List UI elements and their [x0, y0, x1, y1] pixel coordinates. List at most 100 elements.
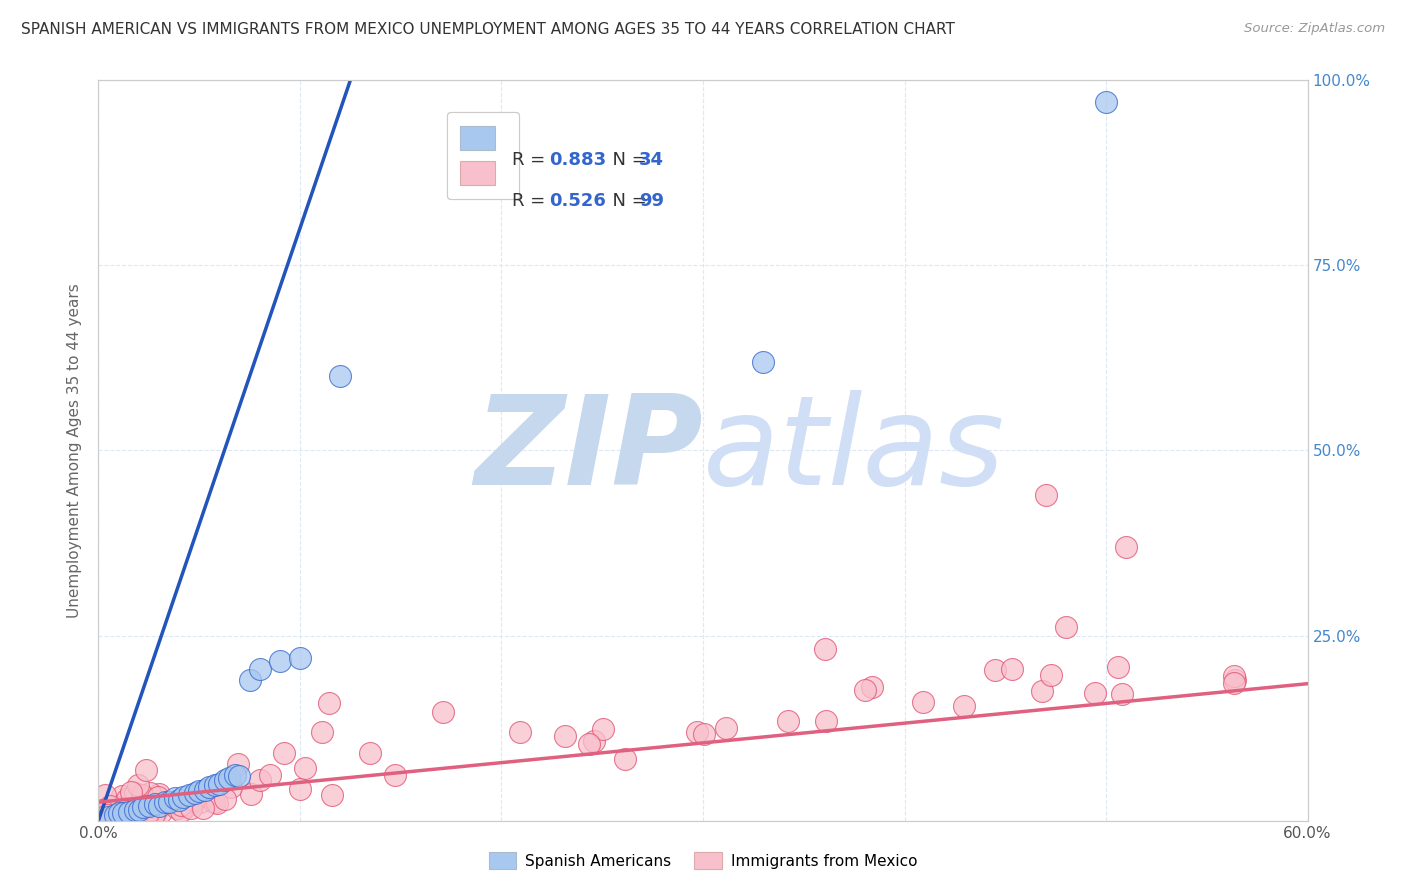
Text: 99: 99: [638, 193, 664, 211]
Point: [115, 791, 138, 805]
Point: [94, 812, 117, 826]
Point: [288, 782, 311, 797]
Point: [188, 784, 211, 798]
Point: [1223, 669, 1246, 683]
Point: [146, 790, 169, 805]
Point: [269, 655, 291, 669]
Point: [97, 812, 120, 826]
Point: [105, 799, 128, 814]
Text: ZIP: ZIP: [474, 390, 703, 511]
Point: [138, 798, 160, 813]
Point: [176, 799, 198, 814]
Point: [288, 650, 311, 665]
Point: [167, 793, 190, 807]
Point: [153, 795, 176, 809]
Point: [204, 778, 226, 792]
Point: [129, 800, 152, 814]
Point: [131, 789, 153, 803]
Point: [359, 747, 381, 761]
Point: [198, 780, 221, 795]
Point: [91, 803, 114, 817]
Point: [214, 791, 236, 805]
Point: [321, 788, 343, 802]
Point: [96, 807, 118, 822]
Point: [97, 810, 120, 824]
Point: [149, 805, 172, 819]
Point: [224, 768, 246, 782]
Text: N =: N =: [600, 193, 652, 211]
Point: [1056, 620, 1078, 634]
Point: [208, 776, 231, 791]
Point: [100, 806, 122, 821]
Point: [1035, 488, 1057, 502]
Point: [1095, 95, 1118, 110]
Point: [124, 786, 146, 800]
Point: [1001, 662, 1024, 676]
Point: [384, 768, 406, 782]
Point: [714, 722, 737, 736]
Point: [169, 798, 191, 813]
Point: [1031, 684, 1053, 698]
Point: [329, 369, 352, 384]
Point: [97, 813, 120, 827]
Point: [98, 799, 121, 814]
Point: [578, 737, 600, 751]
Text: 0.526: 0.526: [548, 193, 606, 211]
Point: [125, 801, 148, 815]
Point: [311, 725, 333, 739]
Point: [118, 805, 141, 819]
Point: [128, 803, 150, 817]
Point: [1039, 668, 1062, 682]
Point: [194, 782, 217, 797]
Point: [912, 695, 935, 709]
Point: [120, 785, 142, 799]
Point: [122, 805, 145, 820]
Point: [143, 797, 166, 812]
Point: [132, 800, 155, 814]
Point: [91, 806, 114, 821]
Point: [135, 763, 157, 777]
Point: [149, 799, 172, 814]
Point: [219, 780, 242, 795]
Point: [112, 808, 135, 822]
Point: [148, 798, 170, 813]
Point: [984, 663, 1007, 677]
Point: [179, 788, 201, 802]
Point: [91, 812, 114, 826]
Point: [554, 730, 576, 744]
Point: [184, 785, 207, 799]
Point: [202, 795, 225, 809]
Point: [91, 810, 114, 824]
Point: [692, 727, 714, 741]
Text: atlas: atlas: [703, 390, 1005, 511]
Point: [143, 807, 166, 822]
Point: [180, 801, 202, 815]
Point: [124, 794, 146, 808]
Point: [207, 796, 229, 810]
Point: [148, 788, 170, 802]
Point: [1115, 540, 1137, 554]
Point: [318, 696, 340, 710]
Point: [166, 801, 188, 815]
Point: [685, 725, 707, 739]
Point: [112, 805, 135, 820]
Point: [103, 807, 125, 822]
Point: [94, 789, 117, 803]
Point: [853, 682, 876, 697]
Point: [953, 699, 976, 714]
Point: [1107, 660, 1129, 674]
Point: [239, 787, 262, 801]
Point: [249, 662, 271, 676]
Legend: Spanish Americans, Immigrants from Mexico: Spanish Americans, Immigrants from Mexic…: [482, 846, 924, 875]
Point: [139, 785, 162, 799]
Point: [218, 771, 240, 785]
Point: [157, 795, 180, 809]
Point: [1223, 673, 1246, 687]
Point: [112, 802, 135, 816]
Point: [138, 803, 160, 817]
Point: [91, 805, 114, 819]
Point: [432, 705, 454, 719]
Text: 34: 34: [638, 151, 664, 169]
Point: [239, 673, 262, 687]
Text: Source: ZipAtlas.com: Source: ZipAtlas.com: [1244, 22, 1385, 36]
